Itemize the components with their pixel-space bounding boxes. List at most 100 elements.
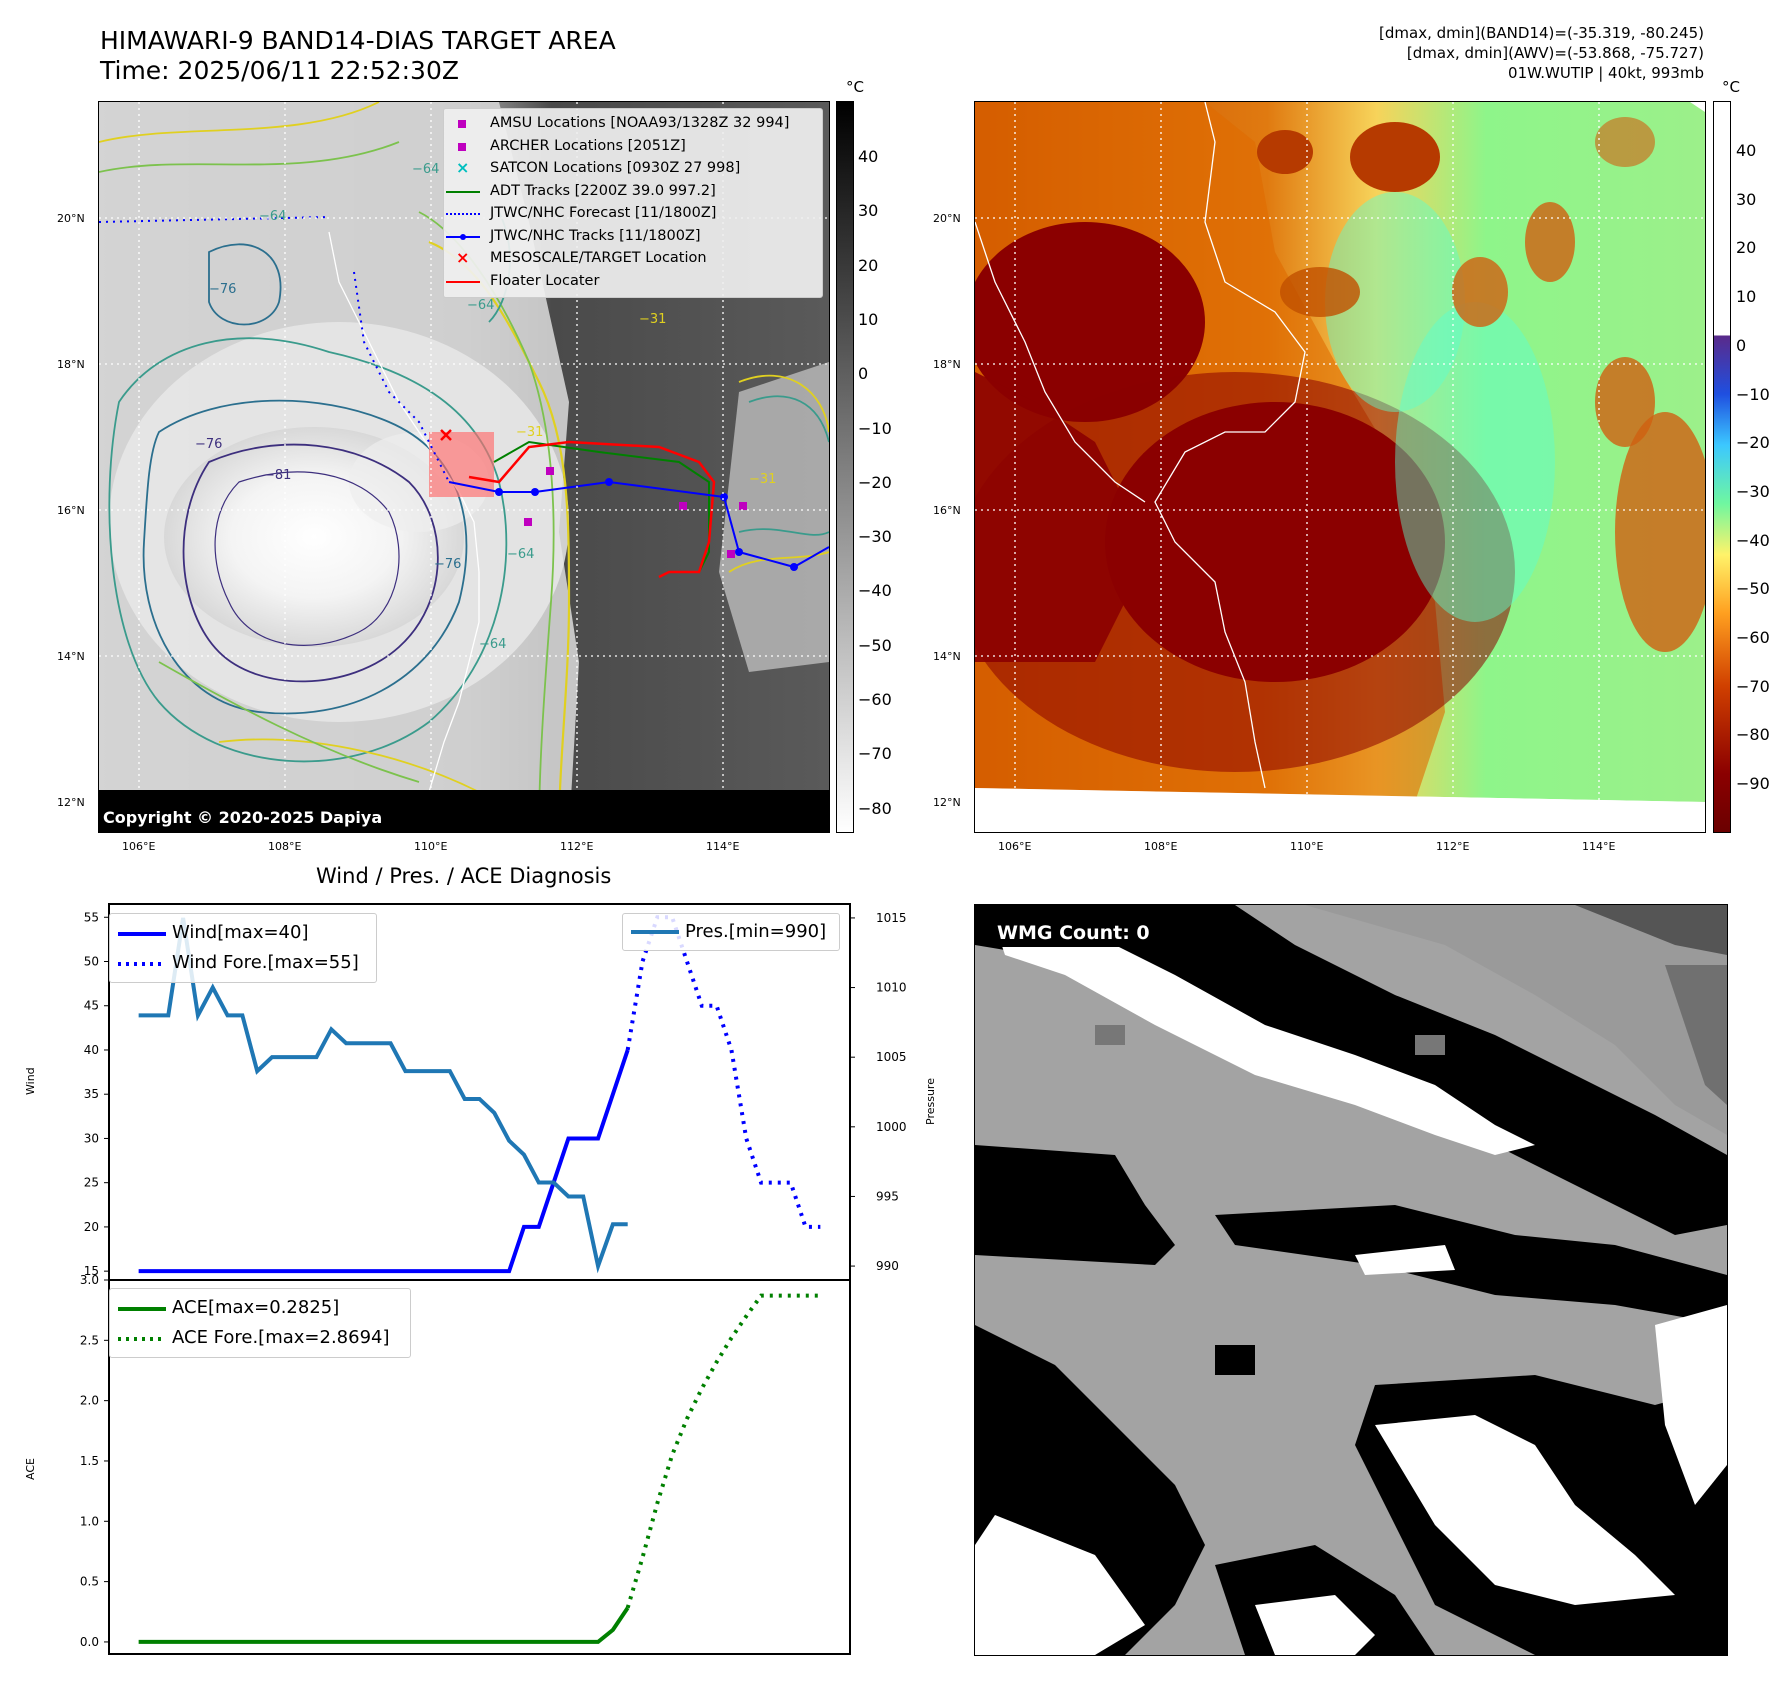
wmg-image-svg — [975, 905, 1727, 1655]
wind-tick-label: 50 — [84, 955, 99, 969]
latitude-label: 18°N — [57, 358, 85, 371]
longitude-label: 112°E — [1436, 840, 1470, 853]
wind-tick-label: 40 — [84, 1043, 99, 1057]
latitude-label: 20°N — [933, 212, 961, 225]
wind-tick-label: 15 — [84, 1264, 99, 1278]
contour-label: −76 — [195, 437, 223, 452]
contour-label: −64 — [259, 209, 287, 224]
awv-colorbar-tick: −50 — [1736, 579, 1770, 599]
ir-colorbar-tick: 10 — [858, 309, 879, 329]
copyright-text: Copyright © 2020-2025 Dapiya — [103, 808, 383, 827]
contour-label: −31 — [516, 425, 544, 440]
legend-entry-label: MESOSCALE/TARGET Location — [490, 250, 707, 266]
awv-colorbar-tick: 0 — [1736, 335, 1747, 355]
ir-title-line2: Time: 2025/06/11 22:52:30Z — [100, 56, 459, 85]
contour-label: −76 — [209, 282, 237, 297]
legend-entry-label: JTWC/NHC Tracks [11/1800Z] — [490, 227, 701, 244]
contour-label: −64 — [479, 637, 507, 652]
ir-colorbar-unit: °C — [846, 78, 864, 96]
legend-entry-label: ADT Tracks [2200Z 39.0 997.2] — [490, 182, 716, 199]
ace-series-line — [138, 1606, 630, 1644]
contour-label: −64 — [412, 162, 440, 177]
awv-colorbar-tick: −30 — [1736, 481, 1770, 501]
ir-title-line1: HIMAWARI-9 BAND14-DIAS TARGET AREA — [100, 26, 616, 55]
awv-colorbar-tick: −60 — [1736, 628, 1770, 647]
legend-entry-label: SATCON Locations [0930Z 27 998] — [490, 160, 741, 176]
wind-tick-label: 30 — [84, 1131, 99, 1145]
latitude-label: 14°N — [57, 650, 85, 663]
wind-tick-label: 25 — [84, 1176, 99, 1190]
pressure-legend: Pres.[min=990] — [622, 913, 840, 951]
wind-legend: Wind[max=40] Wind Fore.[max=55] — [109, 913, 377, 983]
wind-tick-label: 35 — [84, 1087, 99, 1101]
wind-tick-label: 45 — [84, 999, 99, 1013]
awv-colorbar-tick: −90 — [1736, 774, 1770, 794]
pressure-tick-label: 1010 — [876, 981, 907, 995]
awv-colorbar-tick: 30 — [1736, 189, 1757, 209]
ace-tick-label: 2.5 — [80, 1333, 99, 1347]
pressure-tick-label: 1015 — [876, 911, 907, 925]
pressure-axis-label: Pressure — [924, 1078, 937, 1125]
ir-colorbar — [836, 101, 854, 833]
target-box — [429, 432, 494, 497]
ir-colorbar-tick: 20 — [858, 255, 879, 275]
latitude-label: 12°N — [933, 796, 961, 809]
latitude-label: 20°N — [57, 212, 85, 225]
ace-fore-legend-label: ACE Fore.[max=2.8694] — [172, 1327, 390, 1348]
wind-axis-label: Wind — [24, 1067, 37, 1095]
contour-label: −76 — [434, 557, 462, 572]
ace-axis-label: ACE — [24, 1458, 37, 1480]
latitude-label: 14°N — [933, 650, 961, 663]
longitude-label: 108°E — [1144, 840, 1178, 853]
ir-colorbar-tick: −40 — [858, 581, 892, 601]
diagnosis-title: Wind / Pres. / ACE Diagnosis — [316, 864, 612, 888]
awv-colorbar — [1713, 101, 1731, 833]
pressure-series-line — [138, 917, 628, 1274]
longitude-label: 114°E — [1582, 840, 1616, 853]
ir-colorbar-tick: −60 — [858, 690, 892, 709]
wmg-panel: WMG Count: 0 — [974, 904, 1728, 1656]
awv-colorbar-tick: 10 — [1736, 287, 1757, 307]
awv-colorbar-tick: −70 — [1736, 676, 1770, 696]
latitude-label: 12°N — [57, 796, 85, 809]
awv-colorbar-unit: °C — [1722, 78, 1740, 96]
legend-entry-label: AMSU Locations [NOAA93/1328Z 32 994] — [490, 115, 790, 131]
ace-tick-label: 0.5 — [80, 1575, 99, 1589]
wind-forecast-series-line — [625, 915, 821, 1229]
awv-image-svg — [975, 102, 1705, 832]
awv-colorbar-tick: 40 — [1736, 141, 1757, 160]
awv-colorbar-tick: 20 — [1736, 238, 1757, 258]
awv-info-line1: [dmax, dmin](BAND14)=(-35.319, -80.245) — [1379, 24, 1704, 42]
longitude-label: 112°E — [560, 840, 594, 853]
ace-tick-label: 0.0 — [80, 1635, 99, 1649]
awv-info-line2: [dmax, dmin](AWV)=(-53.868, -75.727) — [1406, 44, 1704, 62]
longitude-label: 108°E — [268, 840, 302, 853]
legend-entry-label: JTWC/NHC Forecast [11/1800Z] — [490, 205, 717, 221]
ir-colorbar-tick: 40 — [858, 147, 879, 166]
ir-colorbar-tick: 30 — [858, 201, 879, 221]
ace-chart-frame — [108, 1279, 851, 1655]
wind-tick-label: 55 — [84, 910, 99, 924]
awv-colorbar-tick: −10 — [1736, 384, 1770, 404]
ir-colorbar-tick: −70 — [858, 744, 892, 764]
ir-colorbar-tick: −30 — [858, 527, 892, 547]
contour-label: −31 — [749, 472, 777, 487]
awv-colorbar-tick: −40 — [1736, 530, 1770, 550]
latitude-label: 16°N — [933, 504, 961, 517]
contour-label: −64 — [507, 547, 535, 562]
ace-forecast-series-line — [625, 1293, 821, 1609]
latitude-label: 18°N — [933, 358, 961, 371]
longitude-label: 106°E — [998, 840, 1032, 853]
ace-tick-label: 1.0 — [80, 1514, 99, 1528]
ir-colorbar-tick: 0 — [858, 364, 869, 384]
latitude-label: 16°N — [57, 504, 85, 517]
longitude-label: 106°E — [122, 840, 156, 853]
ace-tick-label: 2.0 — [80, 1394, 99, 1408]
ace-legend: ACE[max=0.2825] ACE Fore.[max=2.8694] — [109, 1288, 411, 1358]
awv-image-panel — [974, 101, 1706, 833]
pressure-tick-label: 1005 — [876, 1050, 907, 1064]
awv-info-line3: 01W.WUTIP | 40kt, 993mb — [1508, 64, 1704, 82]
legend-entry-label: Floater Locater — [490, 272, 600, 289]
longitude-label: 110°E — [414, 840, 448, 853]
